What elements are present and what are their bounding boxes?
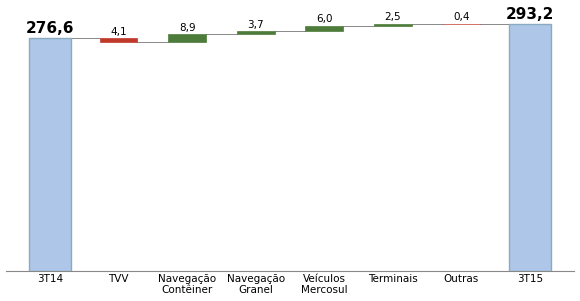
Text: 0,4: 0,4 [453, 12, 470, 22]
Bar [237, 31, 274, 34]
Bar [374, 24, 412, 26]
Text: 8,9: 8,9 [179, 23, 195, 33]
Text: 276,6: 276,6 [26, 21, 74, 36]
Bar [100, 38, 137, 42]
Bar [29, 38, 71, 271]
Bar [306, 26, 343, 31]
Text: 3,7: 3,7 [248, 20, 264, 29]
Bar [168, 34, 206, 42]
Text: 2,5: 2,5 [385, 12, 401, 22]
Text: 293,2: 293,2 [506, 7, 554, 22]
Bar [509, 24, 551, 271]
Text: 4,1: 4,1 [110, 27, 127, 37]
Text: 6,0: 6,0 [316, 14, 332, 24]
